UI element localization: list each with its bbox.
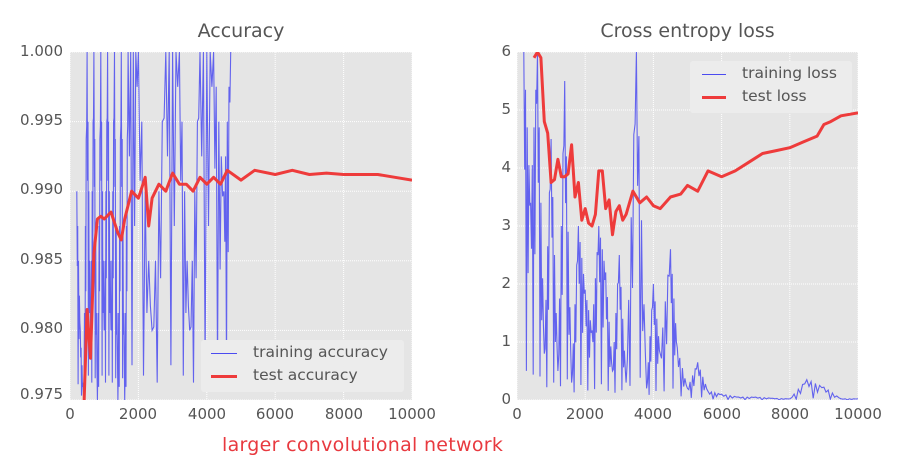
accuracy-ytick: 0.985 [20, 250, 63, 268]
accuracy-xtick: 4000 [187, 405, 227, 423]
accuracy-xtick: 8000 [324, 405, 364, 423]
legend-label-test-loss: test loss [742, 87, 807, 105]
training-series-line [523, 52, 858, 400]
loss-chart-title: Cross entropy loss [600, 20, 775, 42]
loss-xtick: 10000 [834, 405, 882, 423]
accuracy-ytick: 0.995 [20, 111, 63, 129]
accuracy-legend: training accuracy test accuracy [201, 340, 404, 392]
loss-xtick: 2000 [565, 405, 605, 423]
legend-label-test-accuracy: test accuracy [253, 366, 358, 384]
loss-xtick: 6000 [702, 405, 742, 423]
loss-xtick: 0 [512, 405, 522, 423]
loss-ytick: 5 [501, 100, 511, 118]
loss-ytick: 2 [501, 274, 511, 292]
accuracy-xtick: 6000 [255, 405, 295, 423]
training-loss-swatch [702, 74, 726, 75]
legend-label-training-loss: training loss [742, 64, 837, 82]
accuracy-xtick: 0 [65, 405, 75, 423]
loss-xtick: 8000 [770, 405, 810, 423]
accuracy-ytick: 1.000 [20, 42, 63, 60]
network-caption: larger convolutional network [222, 434, 504, 456]
loss-ytick: 4 [501, 158, 511, 176]
loss-xtick: 4000 [633, 405, 673, 423]
test-loss-swatch [702, 96, 726, 99]
accuracy-xtick: 2000 [118, 405, 158, 423]
test-accuracy-swatch [211, 375, 237, 378]
loss-ytick: 6 [501, 42, 511, 60]
loss-ytick: 3 [501, 216, 511, 234]
legend-label-training-accuracy: training accuracy [253, 343, 388, 361]
test-series-line [532, 52, 858, 237]
loss-ytick: 1 [501, 332, 511, 350]
accuracy-chart-title: Accuracy [197, 20, 285, 42]
accuracy-xtick: 10000 [388, 405, 436, 423]
training-accuracy-swatch [211, 353, 237, 354]
test-series-line [82, 168, 412, 400]
loss-legend: training loss test loss [690, 61, 852, 113]
loss-ytick: 0 [501, 390, 511, 408]
accuracy-ytick: 0.980 [20, 319, 63, 337]
accuracy-ytick: 0.975 [20, 385, 63, 403]
accuracy-ytick: 0.990 [20, 180, 63, 198]
